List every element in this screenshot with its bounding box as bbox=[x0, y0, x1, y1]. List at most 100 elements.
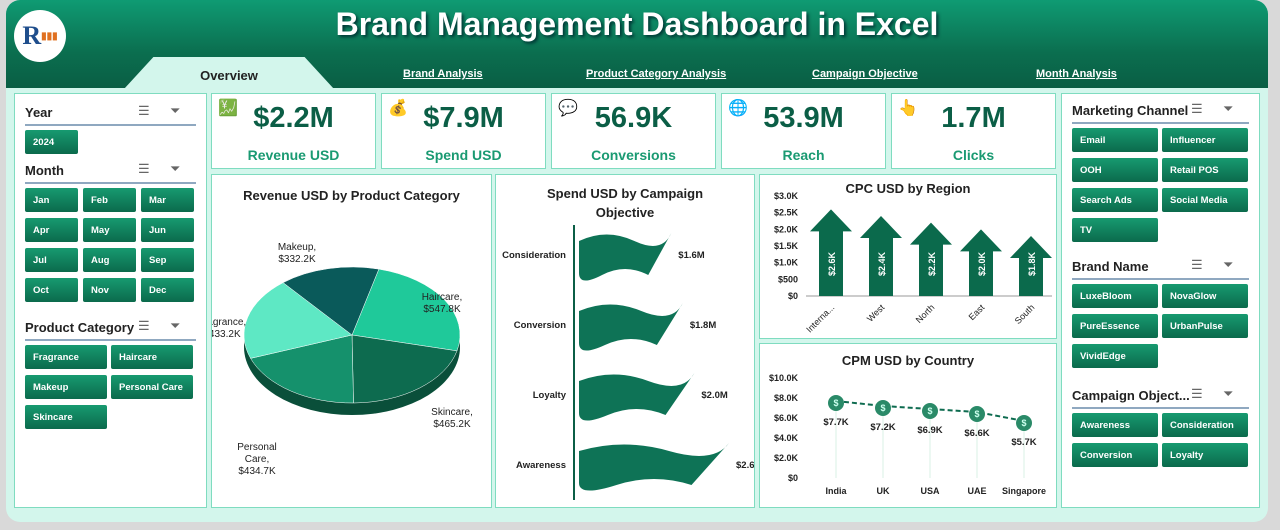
slicer-button-may[interactable]: May bbox=[83, 218, 136, 242]
x-tick-label: UAE bbox=[967, 486, 986, 496]
tab-brand-analysis[interactable]: Brand Analysis bbox=[403, 68, 483, 80]
arrow-bar-east bbox=[960, 229, 1002, 296]
multi-select-icon[interactable]: ☰ bbox=[1191, 257, 1203, 272]
data-label: $2.6M bbox=[736, 460, 754, 471]
data-label: $1.8M bbox=[690, 320, 716, 331]
slicer-button-pureessence[interactable]: PureEssence bbox=[1072, 314, 1158, 338]
divider bbox=[1072, 278, 1249, 280]
slicer-button-email[interactable]: Email bbox=[1072, 128, 1158, 152]
data-label: $6.9K bbox=[917, 425, 942, 436]
kpi-value: 53.9M bbox=[763, 102, 844, 134]
tab-overview[interactable]: Overview bbox=[124, 57, 334, 89]
clear-filter-icon[interactable]: ⏷ bbox=[170, 318, 181, 333]
y-tick-label: $6.0K bbox=[774, 413, 799, 423]
clear-filter-icon[interactable]: ⏷ bbox=[170, 161, 181, 176]
kpi-value: $7.9M bbox=[423, 102, 504, 134]
bar-loyalty bbox=[579, 373, 695, 421]
cpm-svg: $0 $2.0K $4.0K $6.0K $8.0K $10.0K $ $7.7K India $… bbox=[769, 373, 1046, 496]
y-tick-label: $3.0K bbox=[774, 191, 799, 201]
slicer-button-makeup[interactable]: Makeup bbox=[25, 375, 107, 399]
slicer-button-haircare[interactable]: Haircare bbox=[111, 345, 193, 369]
product-category-slicer-title: Product Category bbox=[25, 320, 135, 335]
slicer-button-awareness[interactable]: Awareness bbox=[1072, 413, 1158, 437]
data-label: $2.0M bbox=[701, 390, 727, 401]
multi-select-icon[interactable]: ☰ bbox=[1191, 101, 1203, 116]
money-bag-marker bbox=[875, 400, 891, 416]
slicer-button-urbanpulse[interactable]: UrbanPulse bbox=[1162, 314, 1248, 338]
slicer-button-apr[interactable]: Apr bbox=[25, 218, 78, 242]
slicer-button-nov[interactable]: Nov bbox=[83, 278, 136, 302]
slicer-button-fragrance[interactable]: Fragrance bbox=[25, 345, 107, 369]
slicer-button-influencer[interactable]: Influencer bbox=[1162, 128, 1248, 152]
tab-product-category-analysis[interactable]: Product Category Analysis bbox=[586, 68, 727, 80]
slicer-button-consideration[interactable]: Consideration bbox=[1162, 413, 1248, 437]
pie-slice-makeup bbox=[282, 266, 380, 336]
bar-conversion bbox=[579, 303, 683, 351]
tab-campaign-objective[interactable]: Campaign Objective bbox=[812, 68, 918, 80]
slicer-button-jul[interactable]: Jul bbox=[25, 248, 78, 272]
kpi-value: $2.2M bbox=[253, 102, 334, 134]
chat-icon: 💬 bbox=[558, 100, 578, 117]
cpm-line-chart: CPM USD by Country $0 $2.0K $4.0K $6.0K $8.0… bbox=[759, 343, 1057, 508]
kpi-label: Revenue USD bbox=[247, 147, 340, 163]
multi-select-icon[interactable]: ☰ bbox=[138, 161, 150, 176]
campaign-objective-slicer-title: Campaign Object... bbox=[1072, 388, 1190, 403]
slicer-button-aug[interactable]: Aug bbox=[83, 248, 136, 272]
slicer-button-jan[interactable]: Jan bbox=[25, 188, 78, 212]
slicer-button-novaglow[interactable]: NovaGlow bbox=[1162, 284, 1248, 308]
slicer-button-luxebloom[interactable]: LuxeBloom bbox=[1072, 284, 1158, 308]
slicer-button-2024[interactable]: 2024 bbox=[25, 130, 78, 154]
divider bbox=[1072, 407, 1249, 409]
slicer-button-search-ads[interactable]: Search Ads bbox=[1072, 188, 1158, 212]
kpi-label: Clicks bbox=[952, 147, 995, 163]
tab-month-analysis[interactable]: Month Analysis bbox=[1036, 68, 1117, 80]
cpc-bar-chart: CPC USD by Region $0 $500 $1.0K $1.5K $2.0K $… bbox=[759, 174, 1057, 339]
category-label: Awareness bbox=[516, 460, 566, 471]
pie-slice-haircare bbox=[351, 268, 461, 352]
slicer-button-loyalty[interactable]: Loyalty bbox=[1162, 443, 1248, 467]
divider bbox=[1072, 122, 1249, 124]
y-tick-label: $8.0K bbox=[774, 393, 799, 403]
divider bbox=[25, 339, 196, 341]
slicer-button-dec[interactable]: Dec bbox=[141, 278, 194, 302]
chart-title: CPC USD by Region bbox=[845, 181, 971, 196]
slicer-button-retail-pos[interactable]: Retail POS bbox=[1162, 158, 1248, 182]
divider bbox=[25, 182, 196, 184]
multi-select-icon[interactable]: ☰ bbox=[138, 318, 150, 333]
clear-filter-icon[interactable]: ⏷ bbox=[1223, 257, 1234, 272]
kpi-value: 1.7M bbox=[941, 102, 1006, 134]
slicer-button-oct[interactable]: Oct bbox=[25, 278, 78, 302]
slicer-button-ooh[interactable]: OOH bbox=[1072, 158, 1158, 182]
kpi-label: Spend USD bbox=[425, 147, 502, 163]
slicer-button-personal-care[interactable]: Personal Care bbox=[111, 375, 193, 399]
slicer-button-tv[interactable]: TV bbox=[1072, 218, 1158, 242]
x-tick-label: India bbox=[825, 486, 847, 496]
clear-filter-icon[interactable]: ⏷ bbox=[1223, 101, 1234, 116]
y-tick-label: $0 bbox=[788, 291, 798, 301]
data-label: $2.6K bbox=[827, 251, 837, 276]
chart-title: CPM USD by Country bbox=[841, 353, 975, 368]
revenue-pie-chart: Revenue USD by Product Category Haircare… bbox=[211, 174, 492, 508]
slicer-button-skincare[interactable]: Skincare bbox=[25, 405, 107, 429]
year-slicer-title: Year bbox=[25, 105, 53, 120]
slicer-button-feb[interactable]: Feb bbox=[83, 188, 136, 212]
pie-slice-personal-care bbox=[250, 334, 354, 404]
dashboard: R ▮▮▮ Brand Management Dashboard in Excel… bbox=[6, 0, 1268, 522]
category-label: Consideration bbox=[502, 250, 566, 261]
multi-select-icon[interactable]: ☰ bbox=[1191, 386, 1203, 401]
slicer-button-sep[interactable]: Sep bbox=[141, 248, 194, 272]
y-tick-label: $2.5K bbox=[774, 208, 799, 218]
slicer-button-vividedge[interactable]: VividEdge bbox=[1072, 344, 1158, 368]
slicer-button-mar[interactable]: Mar bbox=[141, 188, 194, 212]
clear-filter-icon[interactable]: ⏷ bbox=[170, 103, 181, 118]
data-label: Fragrance,$433.2K bbox=[212, 317, 246, 340]
slicer-button-social-media[interactable]: Social Media bbox=[1162, 188, 1248, 212]
x-tick-label: Interna... bbox=[804, 302, 836, 334]
clear-filter-icon[interactable]: ⏷ bbox=[1223, 386, 1234, 401]
slicer-button-conversion[interactable]: Conversion bbox=[1072, 443, 1158, 467]
x-tick-label: UK bbox=[877, 486, 890, 496]
dollar-icon: $ bbox=[1021, 418, 1026, 428]
slicer-button-jun[interactable]: Jun bbox=[141, 218, 194, 242]
pie-slice-fragrance bbox=[243, 282, 353, 359]
multi-select-icon[interactable]: ☰ bbox=[138, 103, 150, 118]
